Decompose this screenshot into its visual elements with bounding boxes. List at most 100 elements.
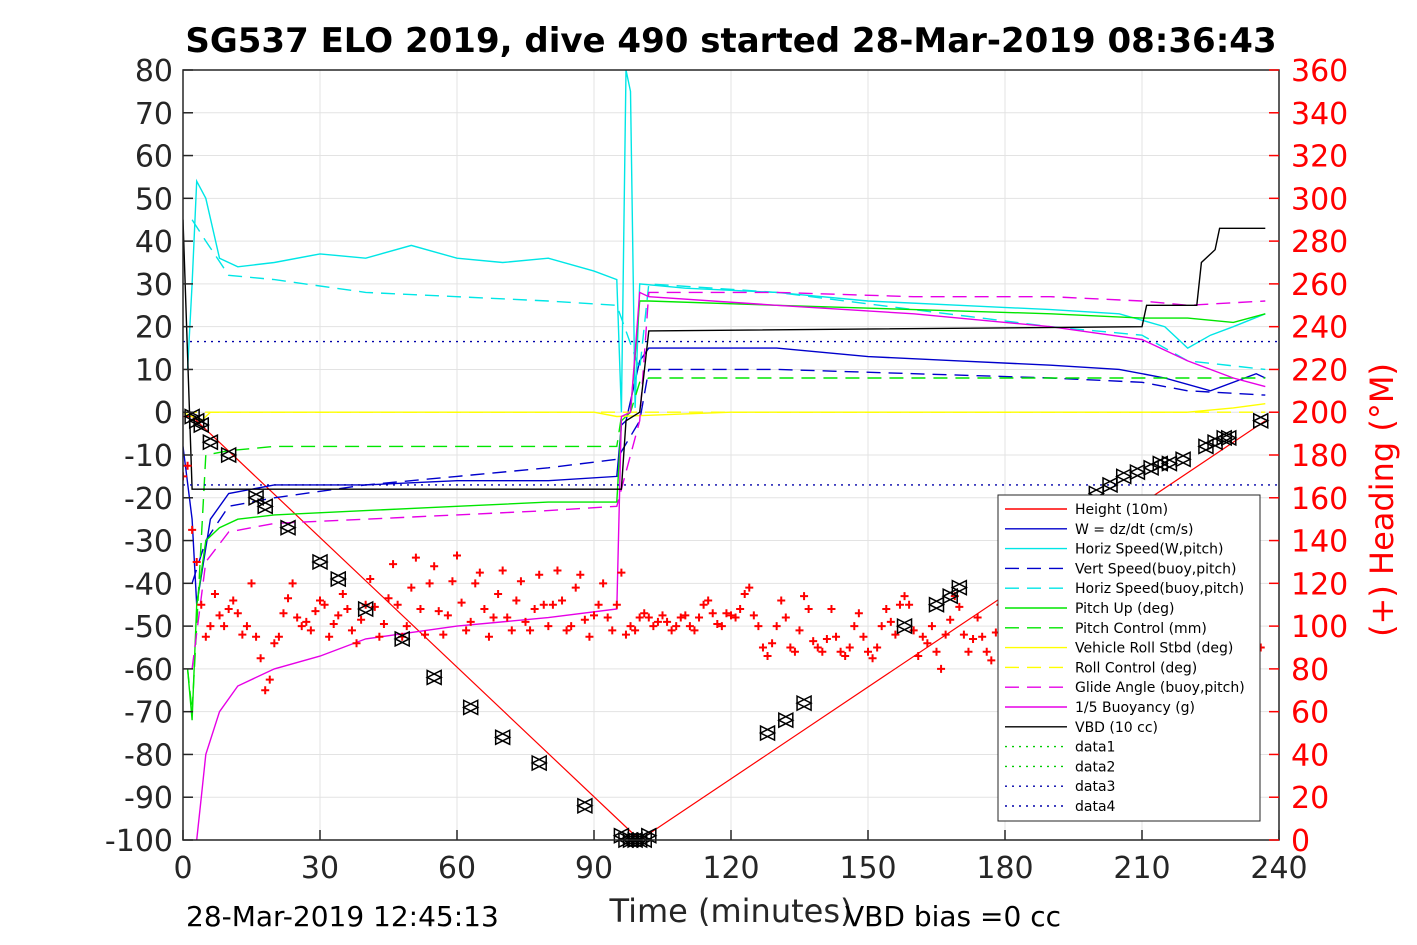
y-tick-label: -80 xyxy=(124,738,173,773)
heading-marker xyxy=(845,643,854,652)
depth-marker xyxy=(329,570,347,588)
heading-marker xyxy=(357,615,366,624)
heading-marker xyxy=(402,622,411,631)
y-tick-label: 50 xyxy=(135,182,173,217)
heading-marker xyxy=(329,619,338,628)
right-tick-label: 280 xyxy=(1291,225,1348,260)
heading-marker xyxy=(599,579,608,588)
heading-marker xyxy=(548,600,557,609)
depth-marker xyxy=(1220,429,1238,447)
marker-triangle-left xyxy=(941,587,958,605)
heading-marker xyxy=(265,675,274,684)
depth-marker xyxy=(1252,412,1270,429)
heading-marker xyxy=(809,637,818,646)
y-tick-label: 30 xyxy=(135,268,173,303)
right-tick-label: 160 xyxy=(1291,482,1348,517)
marker-triangle-left xyxy=(927,596,945,613)
depth-marker xyxy=(356,600,375,618)
heading-marker xyxy=(722,609,731,618)
heading-marker xyxy=(293,613,302,622)
heading-marker xyxy=(772,622,781,631)
heading-marker xyxy=(466,617,475,626)
marker-triangle-left xyxy=(393,630,410,648)
right-axis-label: (+) Heading (°M) xyxy=(1363,363,1401,637)
heading-marker xyxy=(740,590,749,599)
depth-marker xyxy=(927,596,946,613)
heading-marker xyxy=(795,626,804,635)
depth-marker xyxy=(895,617,914,635)
heading-marker xyxy=(864,647,872,656)
heading-marker xyxy=(681,611,690,620)
right-tick-label: 20 xyxy=(1291,781,1329,816)
heading-marker xyxy=(297,622,306,631)
depth-marker xyxy=(425,669,443,686)
heading-marker xyxy=(585,632,594,641)
heading-marker xyxy=(827,605,836,613)
series-line-11 xyxy=(183,219,1266,490)
heading-marker xyxy=(366,575,375,584)
x-tick-label: 150 xyxy=(839,851,896,886)
right-tick-label: 140 xyxy=(1291,525,1348,560)
depth-marker xyxy=(1174,451,1192,468)
heading-marker xyxy=(480,605,489,613)
heading-marker xyxy=(649,622,658,631)
right-tick-label: 200 xyxy=(1291,396,1348,431)
heading-marker xyxy=(822,634,831,643)
heading-marker xyxy=(215,611,224,620)
heading-marker xyxy=(284,594,293,603)
depth-marker xyxy=(795,694,813,712)
heading-marker xyxy=(261,686,270,695)
heading-marker xyxy=(685,622,694,631)
depth-marker xyxy=(201,433,220,451)
right-tick-label: 0 xyxy=(1291,824,1310,859)
heading-marker xyxy=(877,622,886,631)
heading-marker xyxy=(640,609,649,618)
heading-marker xyxy=(256,654,265,663)
legend: Height (10m) W = dz/dt (cm/s) Horiz Speed(… xyxy=(997,494,1261,822)
series-line-10 xyxy=(196,291,1266,840)
heading-marker xyxy=(183,461,192,470)
legend-label-1: W = dz/dt (cm/s) xyxy=(1075,522,1194,538)
legend-label-12: data1 xyxy=(1075,740,1115,756)
heading-marker xyxy=(927,622,936,631)
marker-triangle-left xyxy=(1101,476,1118,494)
heading-marker xyxy=(708,609,717,618)
depth-marker xyxy=(462,699,480,716)
heading-marker xyxy=(886,617,895,626)
depth-marker xyxy=(777,712,795,729)
heading-marker xyxy=(475,568,484,577)
heading-marker xyxy=(325,632,334,641)
heading-marker xyxy=(471,579,480,588)
right-tick-label: 320 xyxy=(1291,140,1348,175)
heading-marker xyxy=(494,590,503,599)
heading-marker xyxy=(923,639,932,648)
heading-marker xyxy=(576,570,585,579)
heading-marker xyxy=(790,647,799,656)
heading-marker xyxy=(302,617,311,626)
legend-label-5: Pitch Up (deg) xyxy=(1075,601,1174,617)
y-tick-label: 10 xyxy=(135,353,173,388)
heading-marker xyxy=(745,583,754,592)
depth-marker xyxy=(1151,455,1169,472)
depth-marker xyxy=(758,724,777,742)
heading-marker xyxy=(334,611,343,620)
marker-triangle-left xyxy=(950,579,968,596)
heading-marker xyxy=(895,600,904,609)
heading-marker xyxy=(631,626,640,635)
x-tick-label: 90 xyxy=(575,851,613,886)
x-tick-label: 30 xyxy=(301,851,339,886)
x-tick-label: 210 xyxy=(1113,851,1170,886)
heading-marker xyxy=(635,613,644,622)
heading-marker xyxy=(453,551,461,560)
heading-marker xyxy=(507,626,516,635)
heading-marker xyxy=(836,647,845,656)
y-tick-label: -20 xyxy=(124,482,173,517)
heading-marker xyxy=(621,630,630,639)
legend-label-7: Vehicle Roll Stbd (deg) xyxy=(1075,641,1233,657)
heading-marker xyxy=(407,583,416,592)
heading-marker xyxy=(667,626,676,635)
x-tick-label: 0 xyxy=(173,851,192,886)
heading-marker xyxy=(279,609,288,618)
marker-triangle-left xyxy=(1151,455,1169,472)
heading-marker xyxy=(224,605,233,613)
